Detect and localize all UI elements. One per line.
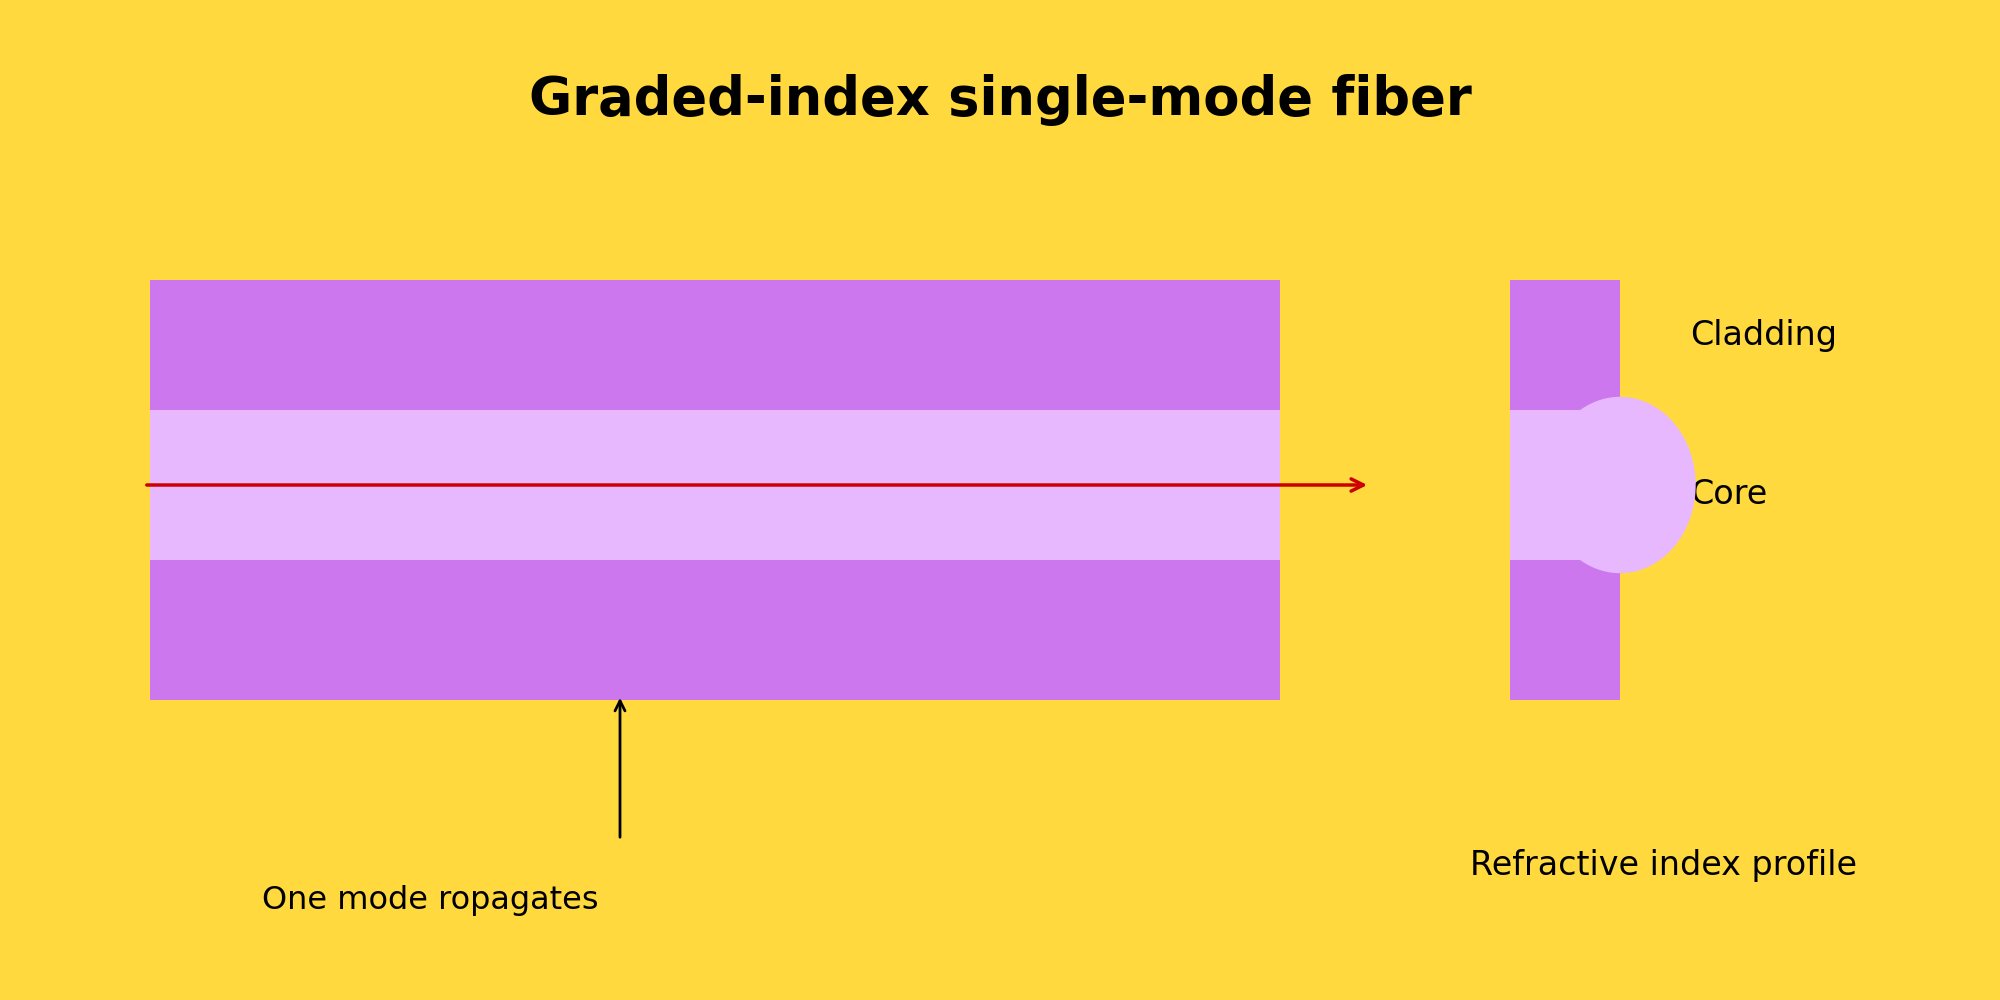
- Bar: [150, 280, 1280, 410]
- Text: Cladding: Cladding: [1690, 318, 1836, 352]
- Text: One mode ropagates: One mode ropagates: [262, 884, 598, 916]
- Text: Refractive index profile: Refractive index profile: [1470, 848, 1856, 882]
- Bar: [150, 560, 1280, 700]
- Bar: [1510, 560, 1620, 700]
- Bar: [1510, 280, 1620, 410]
- Polygon shape: [1546, 398, 1696, 572]
- Text: Graded-index single-mode fiber: Graded-index single-mode fiber: [528, 74, 1472, 126]
- Bar: [150, 410, 1280, 560]
- Text: Core: Core: [1690, 479, 1768, 512]
- Bar: [1510, 410, 1620, 560]
